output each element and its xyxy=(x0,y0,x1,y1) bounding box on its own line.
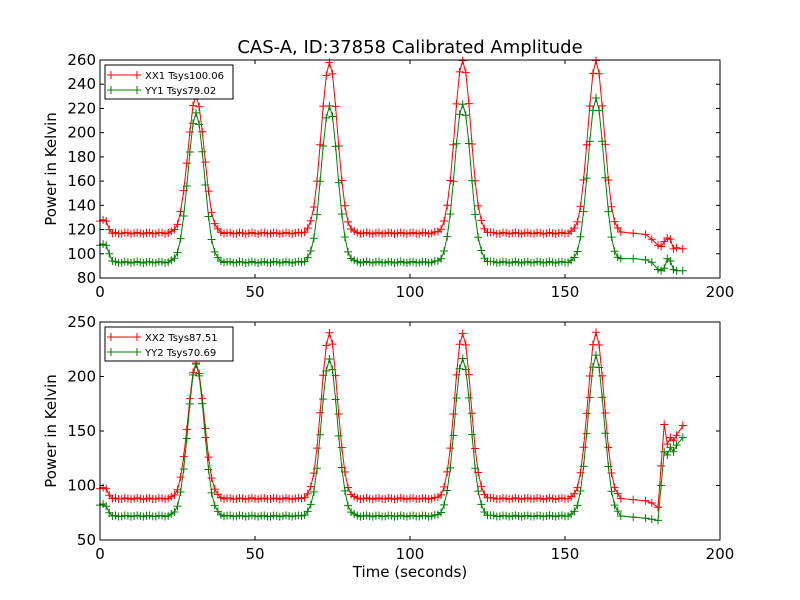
y-tick-label: 240 xyxy=(67,75,96,93)
legend-marker xyxy=(107,86,115,94)
y-tick-label: 100 xyxy=(67,245,96,263)
x-tick-label: 0 xyxy=(95,545,105,563)
x-tick-label: 200 xyxy=(706,545,735,563)
legend-marker xyxy=(107,71,115,79)
legend-marker xyxy=(107,348,115,356)
legend-box xyxy=(104,326,234,362)
top-panel: 0 50 100 150 200 80 100 120 140 160 180 200 220 240 26… xyxy=(42,51,734,301)
x-axis-label: Time (seconds) xyxy=(352,563,468,581)
series-yy-2 xyxy=(96,351,687,525)
legend-entry: YY2 Tsys70.69 xyxy=(144,348,216,359)
legend-marker xyxy=(133,333,141,341)
legend-marker xyxy=(133,348,141,356)
y-tick-label: 150 xyxy=(67,422,96,440)
chart-title: CAS-A, ID:37858 Calibrated Amplitude xyxy=(237,37,582,58)
y-tick-label: 140 xyxy=(67,196,96,214)
y-tick-label: 250 xyxy=(67,313,96,331)
x-tick-label: 200 xyxy=(706,283,735,301)
y-axis-label: Power in Kelvin xyxy=(42,374,60,488)
y-tick-label: 80 xyxy=(77,269,96,287)
legend-marker xyxy=(133,71,141,79)
legend-entry: XX2 Tsys87.51 xyxy=(145,333,218,344)
legend: XX1 Tsys100.06 YY1 Tsys79.02 xyxy=(104,64,234,100)
y-tick-label: 260 xyxy=(67,51,96,69)
y-tick-label: 100 xyxy=(67,477,96,495)
x-tick-label: 100 xyxy=(396,545,425,563)
y-tick-label: 160 xyxy=(67,172,96,190)
x-tick-label: 150 xyxy=(551,283,580,301)
legend: XX2 Tsys87.51 YY2 Tsys70.69 xyxy=(104,326,234,362)
x-tick-label: 100 xyxy=(396,283,425,301)
y-tick-label: 220 xyxy=(67,99,96,117)
y-axis-label: Power in Kelvin xyxy=(42,112,60,226)
series-line xyxy=(99,97,683,272)
x-tick-label: 50 xyxy=(245,283,264,301)
legend-marker xyxy=(133,86,141,94)
legend-entry: XX1 Tsys100.06 xyxy=(145,71,224,82)
y-tick-label: 50 xyxy=(77,531,96,549)
legend-box xyxy=(104,64,234,100)
legend-entry: YY1 Tsys79.02 xyxy=(144,86,216,97)
y-tick-label: 180 xyxy=(67,148,96,166)
legend-marker xyxy=(107,333,115,341)
y-tick-label: 200 xyxy=(67,124,96,142)
x-tick-label: 0 xyxy=(95,283,105,301)
x-tick-label: 150 xyxy=(551,545,580,563)
y-tick-label: 200 xyxy=(67,368,96,386)
x-tick-label: 50 xyxy=(245,545,264,563)
y-tick-label: 120 xyxy=(67,221,96,239)
